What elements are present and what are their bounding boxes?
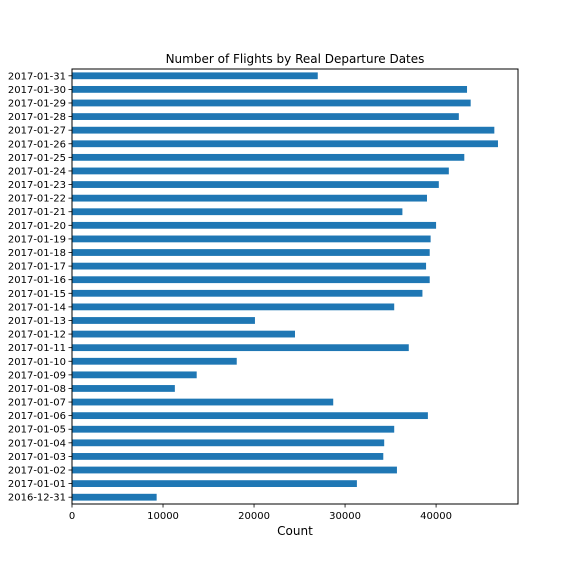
y-tick-label: 2017-01-29 [8,98,66,109]
y-tick-label: 2017-01-25 [8,153,66,164]
x-axis-ticks: 0 10000 20000 30000 40000 [69,504,452,522]
bar-2017-01-12 [72,330,295,338]
bar-2017-01-29 [72,99,471,107]
bar-2017-01-17 [72,262,427,270]
y-tick-label: 2017-01-04 [8,438,66,449]
bar-2017-01-24 [72,167,449,175]
y-tick-label: 2017-01-20 [8,221,66,232]
bar-2017-01-21 [72,208,403,216]
chart-title: Number of Flights by Real Departure Date… [166,52,425,66]
x-tick-label: 40000 [420,511,452,522]
bar-2017-01-31 [72,72,318,80]
y-tick-label: 2017-01-21 [8,207,66,218]
bar-2017-01-22 [72,194,427,202]
y-tick-label: 2017-01-31 [8,71,66,82]
y-tick-label: 2017-01-03 [8,452,66,463]
y-tick-label: 2017-01-30 [8,85,66,96]
x-axis-label: Count [277,524,313,538]
bar-2017-01-13 [72,317,255,324]
y-tick-label: 2017-01-28 [8,112,66,123]
bar-2017-01-14 [72,303,395,311]
bar-2017-01-28 [72,113,459,120]
bar-2017-01-23 [72,181,439,188]
bar-2017-01-26 [72,140,498,148]
x-tick-label: 0 [69,511,75,522]
x-tick-label: 30000 [329,511,361,522]
bar-2017-01-30 [72,85,468,93]
y-tick-label: 2017-01-10 [8,357,66,368]
y-tick-label: 2017-01-18 [8,248,66,259]
y-tick-label: 2017-01-06 [8,411,66,422]
y-tick-label: 2017-01-27 [8,126,66,137]
y-tick-label: 2017-01-11 [8,343,66,354]
bar-2017-01-20 [72,221,437,229]
bar-2017-01-16 [72,276,430,284]
bar-2017-01-10 [72,357,237,365]
bar-2017-01-01 [72,480,357,488]
y-tick-label: 2017-01-01 [8,479,66,490]
y-tick-label: 2017-01-13 [8,316,66,327]
bars-group [72,72,498,501]
bar-2017-01-06 [72,412,428,420]
y-tick-label: 2017-01-02 [8,466,66,477]
y-tick-label: 2017-01-15 [8,289,66,300]
y-tick-label: 2017-01-12 [8,330,66,341]
bar-2017-01-04 [72,439,385,447]
bar-2017-01-11 [72,344,409,352]
plot-frame [71,68,519,505]
bar-2017-01-03 [72,453,384,460]
y-tick-label: 2017-01-19 [8,234,66,245]
y-tick-label: 2017-01-22 [8,194,66,205]
y-tick-label: 2017-01-17 [8,262,66,273]
bar-2017-01-02 [72,466,397,474]
x-tick-label: 10000 [147,511,179,522]
bar-2017-01-07 [72,398,334,406]
y-axis-ticks: 2016-12-31 2017-01-01 2017-01-02 2017-01-03… [8,71,72,504]
x-tick-label: 20000 [238,511,270,522]
y-tick-label: 2017-01-23 [8,180,66,191]
bar-2017-01-15 [72,289,423,297]
y-tick-label: 2017-01-05 [8,425,66,436]
y-tick-label: 2017-01-16 [8,275,66,286]
bar-2017-01-18 [72,249,430,256]
bar-2017-01-19 [72,235,431,243]
y-tick-label: 2017-01-26 [8,139,66,150]
y-tick-label: 2017-01-14 [8,302,66,313]
bar-2017-01-08 [72,385,175,392]
y-tick-label: 2017-01-09 [8,370,66,381]
y-tick-label: 2017-01-24 [8,166,66,177]
y-tick-label: 2017-01-08 [8,384,66,395]
bar-2016-12-31 [72,493,157,501]
bar-2017-01-25 [72,153,465,161]
y-tick-label: 2016-12-31 [8,493,66,504]
bar-2017-01-09 [72,371,197,379]
y-tick-label: 2017-01-07 [8,398,66,409]
bar-2017-01-05 [72,425,395,433]
bar-2017-01-27 [72,126,495,134]
